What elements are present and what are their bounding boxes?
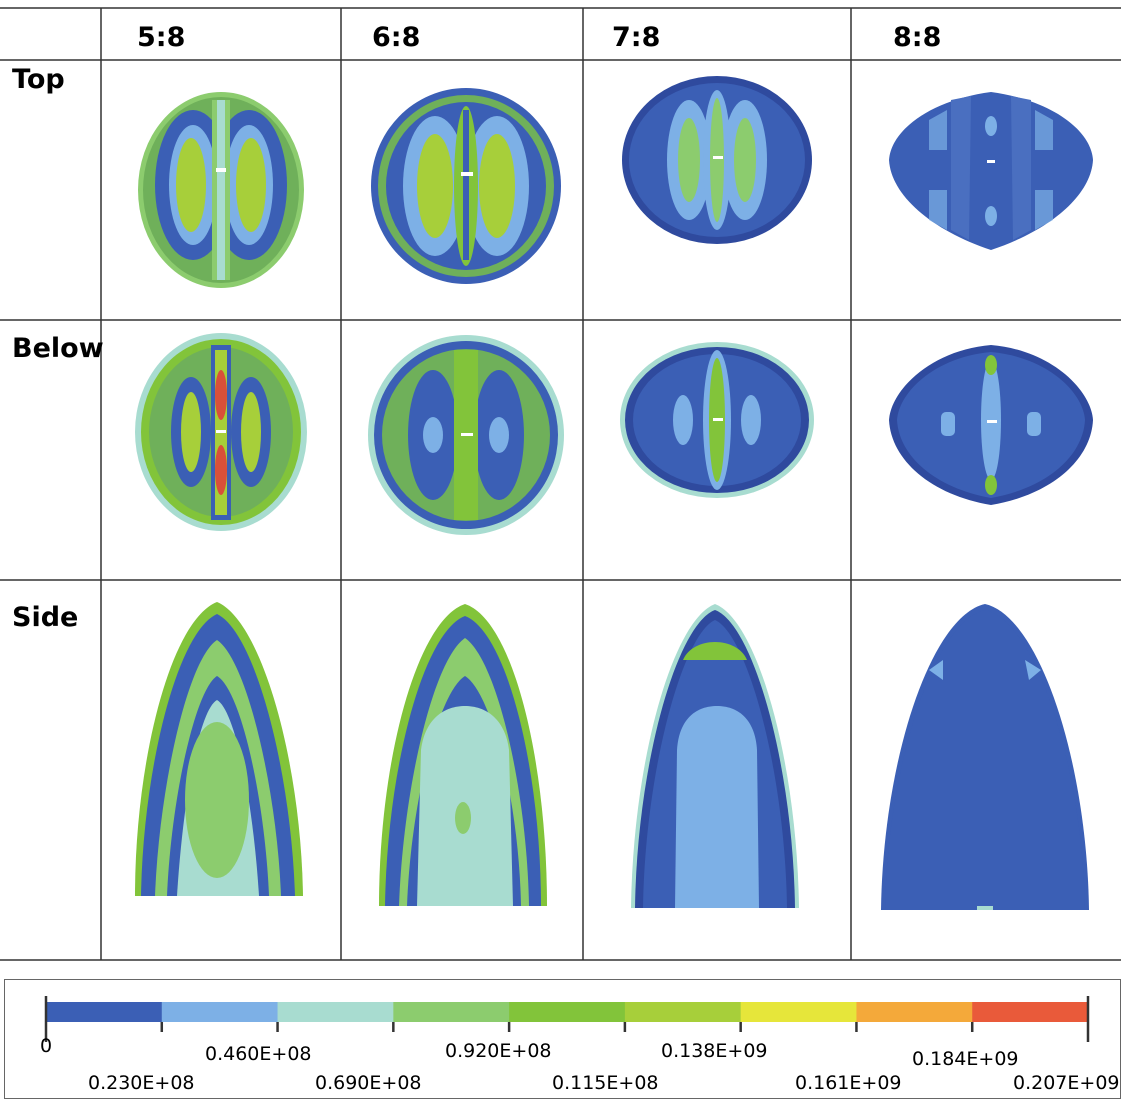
row-header-side: Side	[12, 602, 79, 633]
legend-tick-label: 0.138E+09	[661, 1040, 768, 1062]
legend-tick-label: 0.207E+09	[1013, 1072, 1120, 1094]
results-grid	[0, 7, 1121, 961]
contour-top-5-8	[138, 92, 304, 288]
column-header-8-8: 8:8	[893, 22, 942, 53]
legend-color-segment	[972, 1002, 1089, 1022]
row-header-below: Below	[12, 333, 104, 364]
legend-colorbar	[44, 996, 1090, 1042]
legend-color-segment	[277, 1002, 394, 1022]
legend-color-segment	[509, 1002, 626, 1022]
column-header-5-8: 5:8	[137, 22, 186, 53]
column-header-6-8: 6:8	[372, 22, 421, 53]
legend-tick-label: 0.460E+08	[205, 1043, 312, 1065]
contour-below-5-8	[135, 333, 307, 531]
legend-color-segment	[393, 1002, 510, 1022]
legend-tick-label: 0.230E+08	[88, 1072, 195, 1094]
legend-tick-label: 0.690E+08	[315, 1072, 422, 1094]
contour-top-7-8	[622, 76, 812, 244]
contour-below-7-8	[620, 342, 814, 498]
row-header-top: Top	[12, 64, 65, 95]
contour-below-8-8	[889, 345, 1093, 505]
contour-side-5-8	[135, 602, 303, 896]
legend-tick-label: 0.920E+08	[445, 1040, 552, 1062]
contour-top-8-8	[889, 92, 1093, 250]
column-header-7-8: 7:8	[612, 22, 661, 53]
contour-below-6-8	[368, 335, 564, 535]
legend-color-segment	[740, 1002, 857, 1022]
contour-side-7-8	[631, 604, 799, 908]
legend-tick-label: 0	[40, 1035, 53, 1057]
legend-tick-label: 0.184E+09	[912, 1048, 1019, 1070]
legend-color-segment	[46, 1002, 163, 1022]
legend-color-segment	[624, 1002, 742, 1022]
contour-side-8-8	[881, 604, 1089, 910]
contour-side-6-8	[379, 604, 547, 906]
legend-color-segment	[161, 1002, 279, 1022]
legend-color-segment	[856, 1002, 973, 1022]
contour-top-6-8	[371, 88, 561, 284]
legend-tick-label: 0.161E+09	[795, 1072, 902, 1094]
legend-tick-label: 0.115E+08	[552, 1072, 659, 1094]
